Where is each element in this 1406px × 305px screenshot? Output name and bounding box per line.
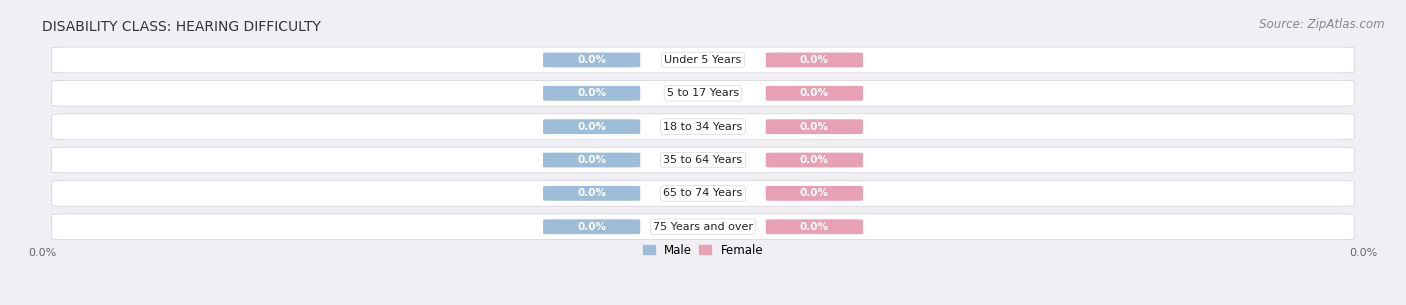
Text: Source: ZipAtlas.com: Source: ZipAtlas.com — [1260, 18, 1385, 31]
Text: 75 Years and over: 75 Years and over — [652, 222, 754, 232]
FancyBboxPatch shape — [52, 147, 1354, 173]
Legend: Male, Female: Male, Female — [638, 239, 768, 261]
FancyBboxPatch shape — [766, 152, 863, 167]
Text: 18 to 34 Years: 18 to 34 Years — [664, 122, 742, 132]
FancyBboxPatch shape — [766, 86, 863, 101]
Text: 0.0%: 0.0% — [800, 188, 830, 198]
Text: 0.0%: 0.0% — [576, 55, 606, 65]
FancyBboxPatch shape — [766, 52, 863, 67]
Text: 0.0%: 0.0% — [576, 188, 606, 198]
FancyBboxPatch shape — [52, 181, 1354, 206]
FancyBboxPatch shape — [52, 114, 1354, 139]
Text: 0.0%: 0.0% — [576, 222, 606, 232]
Text: 0.0%: 0.0% — [800, 155, 830, 165]
FancyBboxPatch shape — [543, 186, 640, 201]
FancyBboxPatch shape — [766, 119, 863, 134]
Text: 65 to 74 Years: 65 to 74 Years — [664, 188, 742, 198]
Text: 0.0%: 0.0% — [800, 88, 830, 98]
FancyBboxPatch shape — [52, 81, 1354, 106]
Text: 0.0%: 0.0% — [576, 155, 606, 165]
FancyBboxPatch shape — [52, 47, 1354, 73]
Text: 0.0%: 0.0% — [576, 88, 606, 98]
Text: 0.0%: 0.0% — [800, 222, 830, 232]
FancyBboxPatch shape — [543, 152, 640, 167]
FancyBboxPatch shape — [543, 52, 640, 67]
FancyBboxPatch shape — [766, 219, 863, 234]
Text: 5 to 17 Years: 5 to 17 Years — [666, 88, 740, 98]
Text: 35 to 64 Years: 35 to 64 Years — [664, 155, 742, 165]
FancyBboxPatch shape — [543, 86, 640, 101]
FancyBboxPatch shape — [766, 186, 863, 201]
Text: 0.0%: 0.0% — [800, 55, 830, 65]
Text: Under 5 Years: Under 5 Years — [665, 55, 741, 65]
Text: DISABILITY CLASS: HEARING DIFFICULTY: DISABILITY CLASS: HEARING DIFFICULTY — [42, 20, 321, 34]
FancyBboxPatch shape — [543, 119, 640, 134]
FancyBboxPatch shape — [52, 214, 1354, 240]
Text: 0.0%: 0.0% — [800, 122, 830, 132]
Text: 0.0%: 0.0% — [1350, 249, 1378, 258]
Text: 0.0%: 0.0% — [576, 122, 606, 132]
Text: 0.0%: 0.0% — [28, 249, 56, 258]
FancyBboxPatch shape — [543, 219, 640, 234]
